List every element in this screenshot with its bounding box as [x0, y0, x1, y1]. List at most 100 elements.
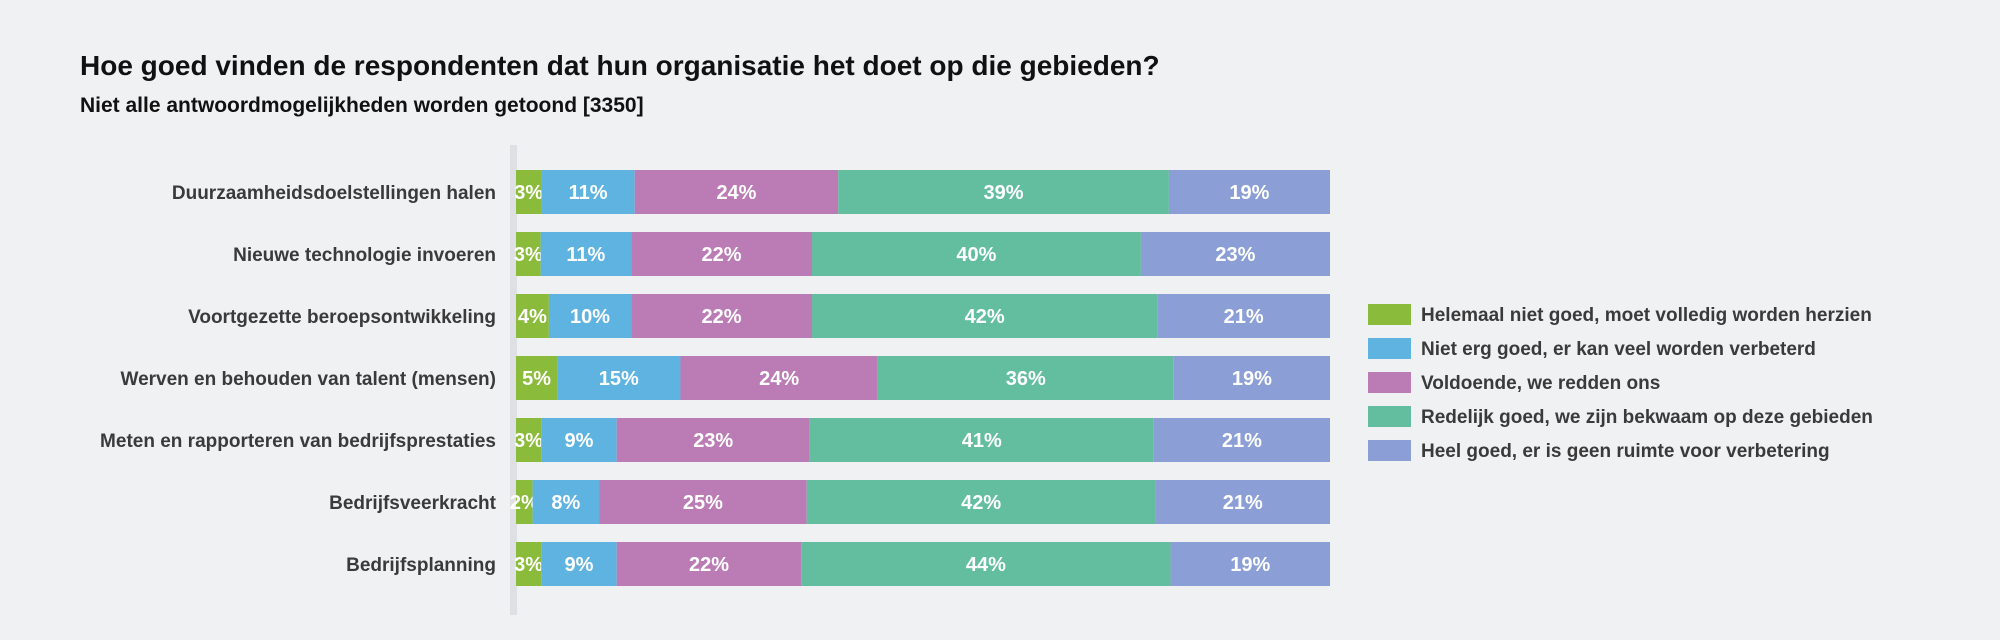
bar-segment	[801, 542, 1171, 586]
data-label: 23%	[1215, 244, 1255, 266]
category-label: Bedrijfsveerkracht	[329, 493, 497, 514]
bar-segment	[557, 356, 681, 400]
data-label: 19%	[1230, 554, 1270, 576]
legend-item: Helemaal niet goed, moet volledig worden…	[1368, 304, 1872, 326]
bar-row: Meten en rapporteren van bedrijfsprestat…	[100, 418, 1330, 462]
chart-subtitle: Niet alle antwoordmogelijkheden worden g…	[80, 94, 644, 117]
bar-segment	[809, 418, 1154, 462]
bar-segment	[516, 294, 549, 338]
bar-segment	[541, 542, 617, 586]
legend-swatch	[1368, 372, 1411, 393]
bar-segment	[1140, 232, 1330, 276]
data-label: 3%	[514, 554, 543, 576]
data-label: 22%	[702, 244, 742, 266]
bar-segment	[516, 170, 542, 214]
data-label: 22%	[702, 306, 742, 328]
chart-baseline	[510, 145, 517, 615]
bar-segment	[631, 232, 812, 276]
bar-segment	[532, 480, 600, 524]
data-label: 9%	[564, 430, 593, 452]
data-label: 15%	[599, 368, 639, 390]
bar-segment	[616, 542, 802, 586]
bar-segment	[541, 418, 617, 462]
data-label: 8%	[551, 492, 580, 514]
category-label: Duurzaamheidsdoelstellingen halen	[172, 183, 496, 204]
data-label: 11%	[566, 244, 605, 266]
data-label: 19%	[1232, 368, 1272, 390]
data-label: 3%	[514, 244, 543, 266]
bar-segment	[540, 232, 632, 276]
legend-swatch	[1368, 440, 1411, 461]
legend-item: Redelijk goed, we zijn bekwaam op deze g…	[1368, 406, 1873, 428]
bar-segment	[812, 294, 1158, 338]
data-label: 44%	[966, 554, 1006, 576]
bar-segment	[599, 480, 807, 524]
bar-segment	[616, 418, 810, 462]
data-label: 24%	[716, 182, 756, 204]
bar-row: Werven en behouden van talent (mensen) 5%…	[120, 356, 1330, 400]
data-label: 40%	[956, 244, 996, 266]
bar-segment	[1170, 542, 1330, 586]
bar-segment	[838, 170, 1169, 214]
bar-segment	[516, 418, 542, 462]
bar-row: Nieuwe technologie invoeren 3% 11% 22% 40% 23…	[233, 232, 1330, 276]
bar-segment	[877, 356, 1174, 400]
bar-segment	[634, 170, 839, 214]
bar-segment	[516, 480, 533, 524]
bar-segment	[1173, 356, 1330, 400]
data-label: 3%	[514, 430, 543, 452]
category-label: Nieuwe technologie invoeren	[233, 245, 496, 266]
legend-item: Voldoende, we redden ons	[1368, 372, 1660, 394]
data-label: 2%	[510, 492, 539, 514]
bar-segment	[1153, 418, 1330, 462]
legend-item: Heel goed, er is geen ruimte voor verbet…	[1368, 440, 1830, 462]
legend-label: Helemaal niet goed, moet volledig worden…	[1421, 305, 1872, 326]
data-label: 21%	[1222, 430, 1262, 452]
data-label: 25%	[683, 492, 723, 514]
data-label: 11%	[569, 182, 608, 204]
category-label: Meten en rapporteren van bedrijfsprestat…	[100, 431, 496, 452]
data-label: 36%	[1006, 368, 1046, 390]
bar-row: Voortgezette beroepsontwikkeling 4% 10% 22%…	[188, 294, 1330, 338]
bar-segment	[516, 542, 542, 586]
legend: Helemaal niet goed, moet volledig worden…	[1368, 304, 1873, 462]
data-label: 24%	[759, 368, 799, 390]
data-label: 10%	[570, 306, 610, 328]
legend-label: Niet erg goed, er kan veel worden verbet…	[1421, 339, 1816, 360]
bar-segment	[812, 232, 1141, 276]
bar-segment	[1168, 170, 1330, 214]
data-label: 41%	[962, 430, 1002, 452]
bar-segment	[1155, 480, 1330, 524]
data-label: 4%	[518, 306, 547, 328]
legend-label: Voldoende, we redden ons	[1421, 373, 1660, 394]
bar-row: Bedrijfsveerkracht 2% 8% 25% 42% 21%	[329, 480, 1330, 524]
legend-swatch	[1368, 304, 1411, 325]
chart-title: Hoe goed vinden de respondenten dat hun …	[80, 50, 1160, 81]
bar-row: Bedrijfsplanning 3% 9% 22% 44% 19%	[346, 542, 1330, 586]
data-label: 42%	[965, 306, 1005, 328]
data-label: 19%	[1229, 182, 1269, 204]
bar-segment	[516, 356, 558, 400]
data-label: 42%	[961, 492, 1001, 514]
bar-row: Duurzaamheidsdoelstellingen halen 3% 11% 24…	[172, 170, 1330, 214]
bar-segment	[806, 480, 1156, 524]
bar-segment	[548, 294, 632, 338]
data-label: 21%	[1224, 306, 1264, 328]
data-label: 39%	[984, 182, 1024, 204]
category-label: Bedrijfsplanning	[346, 555, 496, 576]
bar-segment	[1157, 294, 1330, 338]
data-label: 5%	[522, 368, 551, 390]
data-label: 3%	[514, 182, 543, 204]
legend-label: Heel goed, er is geen ruimte voor verbet…	[1421, 441, 1830, 462]
category-label: Voortgezette beroepsontwikkeling	[188, 307, 496, 328]
bar-segment	[541, 170, 635, 214]
legend-label: Redelijk goed, we zijn bekwaam op deze g…	[1421, 407, 1873, 428]
bar-segment	[680, 356, 878, 400]
data-label: 9%	[564, 554, 593, 576]
legend-swatch	[1368, 406, 1411, 427]
data-label: 23%	[693, 430, 733, 452]
bar-segment	[631, 294, 812, 338]
bars-layer: Duurzaamheidsdoelstellingen halen 3% 11% 24…	[100, 170, 1330, 586]
legend-swatch	[1368, 338, 1411, 359]
